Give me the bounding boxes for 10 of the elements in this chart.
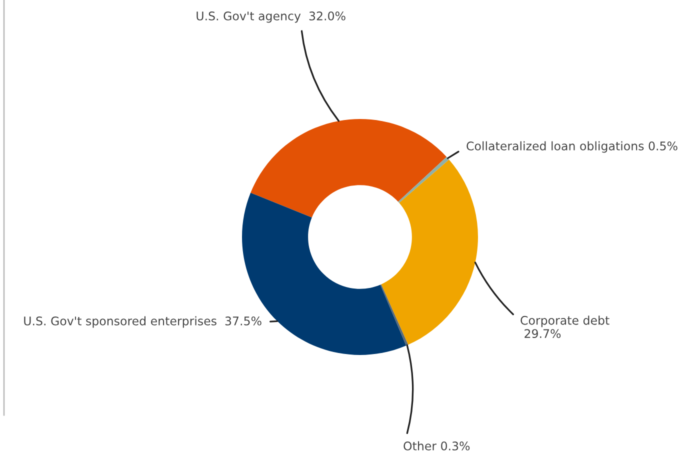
slice-label: Collateralized loan obligations 0.5% <box>466 141 678 153</box>
slice-label: U.S. Gov't agency 32.0% <box>196 11 346 23</box>
slice-label: Other 0.3% <box>404 441 470 450</box>
slice-label: U.S. Gov't sponsored enterprises 37.5% <box>24 316 262 328</box>
donut-slice <box>398 156 450 203</box>
donut-slice <box>380 284 408 346</box>
donut-slice <box>250 119 447 218</box>
slice-label: Corporate debt <box>520 316 610 328</box>
data-label: 29.7% <box>524 329 561 338</box>
donut-slice <box>381 160 478 345</box>
